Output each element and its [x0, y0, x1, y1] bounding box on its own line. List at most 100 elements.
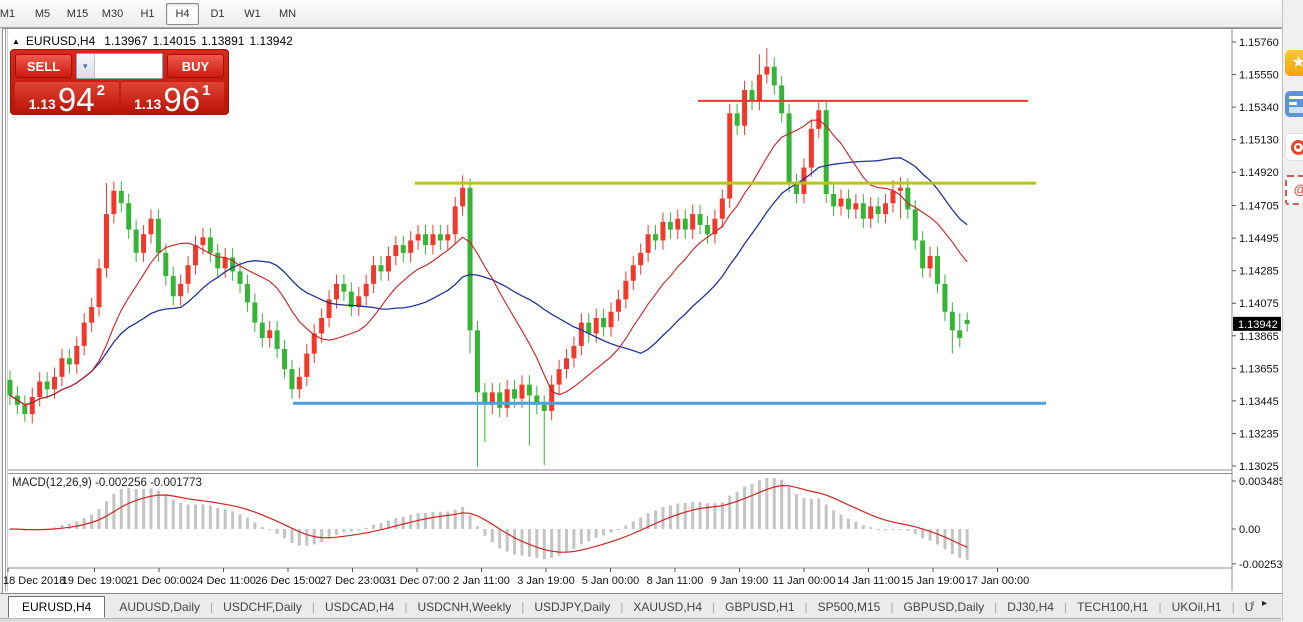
macd-bar: [260, 527, 264, 529]
candle-body: [831, 193, 837, 207]
timeframe-buttons: M1 M5 M15 M30 H1 H4 D1 W1 MN: [0, 2, 305, 25]
candle-body: [155, 218, 161, 253]
candle-body: [949, 311, 955, 331]
tab-sp500-m15[interactable]: SP500,M15: [817, 599, 881, 614]
chart-tab-bar: EURUSD,H4 AUDUSD,Daily | USDCHF,Daily | USDCA…: [0, 593, 1281, 619]
candle-body: [452, 206, 458, 235]
tab-gbpusd-h1[interactable]: GBPUSD,H1: [725, 599, 795, 614]
candle-body: [415, 234, 421, 241]
tab-audusd-daily[interactable]: AUDUSD,Daily: [119, 599, 201, 614]
timeframe-d1[interactable]: D1: [210, 7, 225, 20]
candle-body: [556, 369, 562, 385]
current-price-label: 1.13942: [1238, 319, 1278, 331]
volume-input[interactable]: [94, 54, 162, 78]
macd-bar: [965, 529, 969, 560]
date-tick-label: 21 Dec 00:00: [126, 575, 191, 587]
macd-bar: [839, 514, 843, 529]
candle-body: [52, 376, 58, 390]
candle-body: [690, 214, 696, 230]
sell-button[interactable]: SELL: [15, 54, 72, 78]
timeframe-h1[interactable]: H1: [140, 7, 155, 20]
tab-eurusd-h4[interactable]: EURUSD,H4: [8, 595, 106, 618]
tab-gbpusd-daily[interactable]: GBPUSD,Daily: [903, 599, 985, 614]
macd-pane[interactable]: [8, 478, 969, 560]
volume-decrease-icon[interactable]: ▾: [77, 54, 95, 78]
candle-body: [378, 265, 384, 272]
timeframe-mn[interactable]: MN: [278, 7, 297, 20]
candle-body: [623, 280, 629, 300]
star-icon[interactable]: ★: [1285, 50, 1303, 76]
macd-bar: [735, 491, 739, 529]
tab-usdjpy-daily[interactable]: USDJPY,Daily: [534, 599, 611, 614]
price-axis[interactable]: 1.15760 1.15550 1.15340 1.15130 1.14920 1.147…: [1232, 37, 1285, 571]
macd-bar: [305, 529, 309, 546]
candle-body: [215, 252, 221, 269]
timeframe-w1[interactable]: W1: [244, 7, 261, 20]
price-tick-label: 1.13025: [1239, 461, 1279, 473]
macd-bar: [119, 489, 123, 529]
tab-dj30-h4[interactable]: DJ30,H4: [1007, 599, 1054, 614]
macd-bar: [386, 520, 390, 529]
candle-body: [126, 203, 132, 230]
price-tick-label: 1.15760: [1239, 37, 1279, 49]
candle-body: [89, 307, 95, 323]
macd-bar: [616, 529, 620, 530]
ma-fast-line: [9, 119, 968, 406]
tab-usdchf-daily[interactable]: USDCHF,Daily: [223, 599, 302, 614]
candle-body: [890, 190, 896, 204]
buy-button[interactable]: BUY: [167, 54, 224, 78]
buy-price-display[interactable]: 1.13 96 1: [120, 82, 224, 116]
tab-ukoil-h1[interactable]: UKOil,H1: [1171, 599, 1222, 614]
timeframe-m30[interactable]: M30: [101, 7, 124, 20]
candle-body: [474, 330, 480, 393]
macd-bar: [357, 529, 361, 530]
candle-body: [170, 276, 176, 297]
candle-body: [400, 245, 406, 253]
macd-bar: [290, 529, 294, 543]
candle-body: [630, 265, 636, 281]
macd-bar: [765, 478, 769, 529]
tab-scroll-arrows: ◂▸: [1249, 598, 1275, 609]
candle-body: [927, 255, 933, 269]
candle-body: [853, 203, 859, 210]
candle-body: [601, 317, 607, 328]
macd-bar: [861, 525, 865, 529]
macd-bar: [869, 527, 873, 529]
candle-body: [549, 384, 555, 411]
timeframe-m5[interactable]: M5: [34, 7, 51, 20]
panel-collapse-icon[interactable]: ▲: [12, 37, 20, 46]
macd-bar: [208, 505, 212, 529]
candle-body: [645, 234, 651, 253]
sell-price-display[interactable]: 1.13 94 2: [15, 82, 119, 116]
tab-u[interactable]: U: [1244, 599, 1254, 614]
timeframe-h4[interactable]: H4: [166, 2, 199, 25]
mail-at-icon[interactable]: @: [1285, 175, 1303, 205]
tab-separator: |: [404, 599, 408, 614]
macd-bar: [245, 517, 249, 529]
tab-separator: |: [804, 599, 808, 614]
candle-body: [37, 381, 43, 398]
candle-body: [185, 265, 191, 284]
candle-body: [660, 221, 666, 241]
candle-body: [727, 113, 733, 199]
timeframe-m15[interactable]: M15: [66, 7, 89, 20]
weibo-eye-icon[interactable]: [1285, 133, 1303, 161]
tab-usdcnh-weekly[interactable]: USDCNH,Weekly: [417, 599, 512, 614]
tab-scroll-right-icon[interactable]: ▸: [1261, 598, 1275, 609]
candle-body: [252, 302, 258, 323]
candle-body: [267, 330, 273, 339]
macd-bar: [179, 502, 183, 529]
timeframe-m1[interactable]: M1: [0, 7, 16, 20]
date-tick-label: 3 Jan 19:00: [517, 575, 575, 587]
tab-scroll-left-icon[interactable]: ◂: [1248, 598, 1262, 609]
tab-tech100-h1[interactable]: TECH100,H1: [1077, 599, 1149, 614]
macd-bar: [268, 529, 272, 531]
tab-usdcad-h4[interactable]: USDCAD,H4: [324, 599, 395, 614]
date-tick-label: 26 Dec 15:00: [255, 575, 320, 587]
weibo-icon-ring: [1291, 140, 1303, 155]
news-icon[interactable]: [1285, 91, 1303, 117]
macd-bar: [297, 529, 301, 546]
tab-xauusd-h4[interactable]: XAUUSD,H4: [633, 599, 703, 614]
